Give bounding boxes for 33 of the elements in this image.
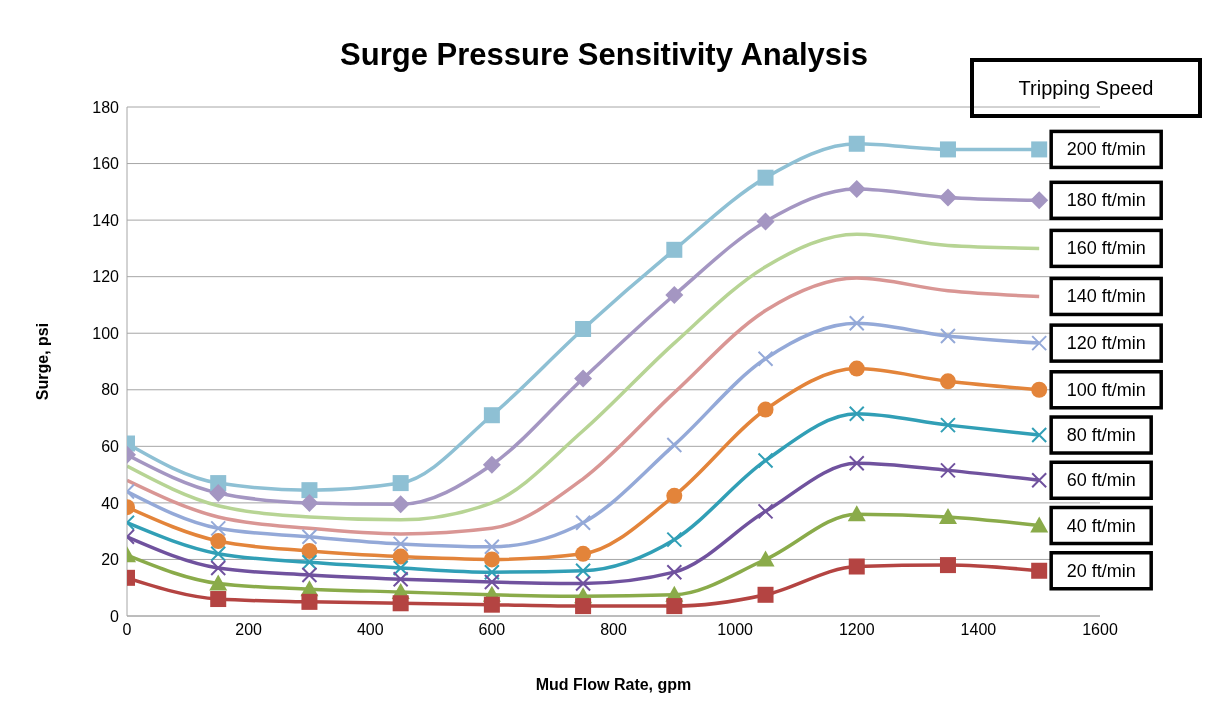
y-tick-label: 40 [101,494,120,512]
series-label: 140 ft/min [1066,286,1146,307]
y-tick-label: 160 [92,155,120,173]
y-tick-label: 60 [101,438,120,456]
x-tick-label: 1200 [838,621,875,639]
series-label: 160 ft/min [1066,238,1146,259]
series-label: 180 ft/min [1066,190,1146,211]
y-axis-title: Surge, psi [34,322,51,401]
series-label: 200 ft/min [1066,139,1146,160]
y-tick-label: 140 [92,211,120,229]
x-tick-label: 400 [356,621,384,639]
x-tick-label: 800 [600,621,627,639]
x-tick-label: 1600 [1082,621,1118,639]
series-label: 60 ft/min [1066,470,1136,491]
x-tick-label: 1400 [960,621,997,639]
y-tick-label: 0 [110,607,120,625]
y-tick-label: 100 [92,324,120,342]
x-tick-label: 0 [122,621,132,639]
y-tick-label: 80 [101,381,120,399]
series-label: 80 ft/min [1066,425,1136,446]
series-label: 100 ft/min [1066,379,1146,400]
x-tick-label: 600 [478,621,506,639]
y-tick-label: 180 [92,98,120,116]
series-label: 120 ft/min [1066,333,1146,354]
y-tick-label: 20 [101,551,120,569]
series-label: 40 ft/min [1066,515,1136,536]
legend-title: Tripping Speed [970,58,1202,118]
chart-title: Surge Pressure Sensitivity Analysis [340,37,868,72]
y-tick-label: 120 [92,268,120,286]
x-tick-label: 200 [235,621,263,639]
series-label: 20 ft/min [1066,560,1136,581]
x-axis-title: Mud Flow Rate, gpm [535,676,692,693]
x-tick-label: 1000 [717,621,754,639]
